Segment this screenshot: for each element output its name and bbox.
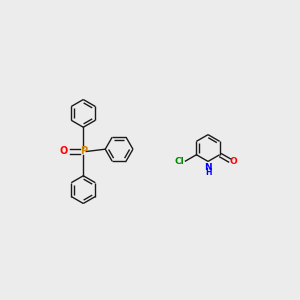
- Text: P: P: [80, 146, 87, 157]
- Text: O: O: [59, 146, 68, 157]
- Text: O: O: [229, 157, 237, 166]
- Text: N: N: [204, 163, 212, 172]
- Text: Cl: Cl: [175, 157, 184, 166]
- Text: H: H: [205, 168, 211, 177]
